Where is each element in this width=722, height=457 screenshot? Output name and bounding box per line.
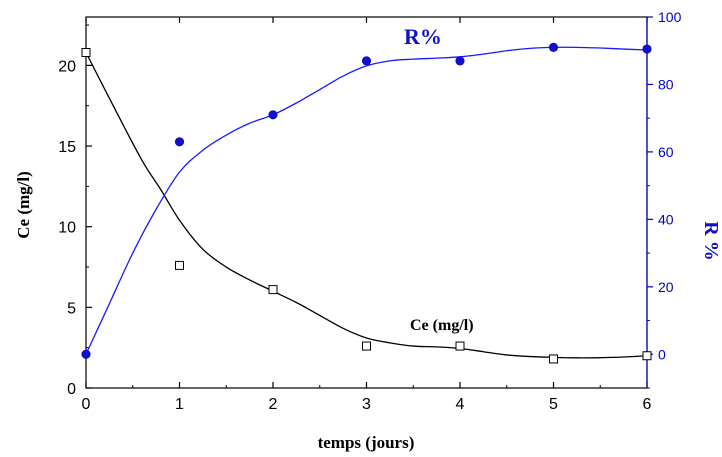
y2-tick-label: 100 [658,9,682,25]
x-tick-label: 3 [362,396,371,413]
y-tick-label: 0 [67,381,76,398]
y2-tick-label: 60 [658,144,674,160]
y2-tick-label: 40 [658,211,674,227]
r-percent-data-point [548,42,559,52]
r-percent-data-point [642,44,652,54]
y-tick-label: 15 [58,139,76,156]
y-tick-label: 10 [58,220,76,237]
annotation-ce: Ce (mg/l) [410,317,474,334]
r-percent-data-point [268,110,278,120]
x-tick-label: 2 [269,396,278,413]
ce-data-point [268,285,278,295]
r-percent-data-point [174,137,185,147]
y2-tick-label: 0 [658,346,666,362]
y2-tick-label: 80 [658,76,674,92]
annotation-r-percent: R% [404,24,442,49]
y-tick-label: 20 [58,58,76,75]
ce-data-point [549,354,558,364]
x-axis-title: temps (jours) [318,433,415,452]
x-tick-label: 6 [643,396,652,413]
fit-curve-r-percent [85,46,648,355]
y-axis-title: Ce (mg/l) [14,171,33,239]
ce-data-point [81,47,91,57]
r-percent-data-point [361,56,372,66]
ce-data-point [175,260,184,270]
plot-frame [85,16,648,389]
y2-axis-title: R % [700,221,722,260]
x-tick-label: 5 [549,396,558,413]
data-markers [81,42,652,364]
ce-data-point [455,341,465,351]
axis-ticks [85,16,653,389]
y2-tick-label: 20 [658,279,674,295]
y-tick-label: 5 [67,300,76,317]
r-percent-data-point [81,349,91,359]
fit-curve-ce [85,52,648,359]
x-tick-label: 0 [82,396,91,413]
x-tick-label: 4 [456,396,465,413]
fit-curves [85,46,648,359]
ce-data-point [642,351,652,361]
r-percent-data-point [455,56,465,66]
ce-data-point [362,341,371,351]
x-tick-label: 1 [175,396,184,413]
